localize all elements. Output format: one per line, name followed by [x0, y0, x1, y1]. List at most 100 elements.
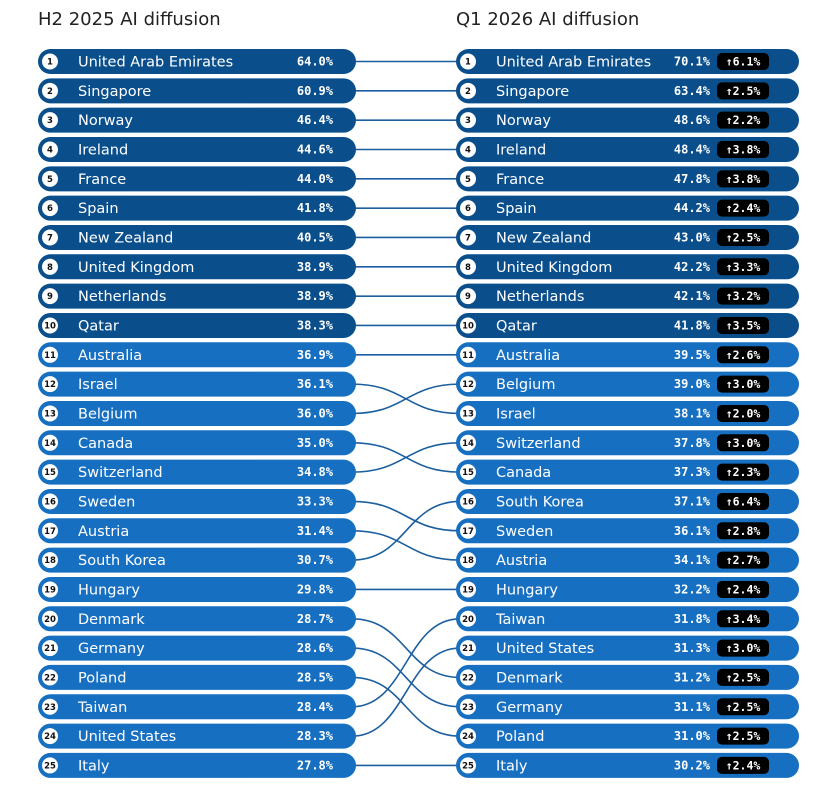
left-value-label: 36.1%: [297, 377, 334, 391]
right-value-label: 44.2%: [674, 201, 711, 215]
left-rank-circle: [42, 669, 58, 686]
right-country-label: Austria: [496, 553, 547, 569]
right-row: 4 Ireland 48.4% ↑3.8%: [456, 136, 799, 162]
left-country-label: Qatar: [78, 318, 119, 334]
right-country-label: United Arab Emirates: [496, 55, 651, 71]
right-row: 25 Italy 30.2% ↑2.4%: [456, 752, 799, 778]
right-change-badge: [717, 492, 769, 510]
left-row: 19 Hungary 29.8%: [38, 576, 356, 602]
left-rank-circle: [42, 610, 58, 627]
right-rank-circle: [460, 698, 476, 715]
left-row-bar: [38, 547, 356, 573]
right-rank-circle: [460, 464, 476, 481]
right-value-label: 39.5%: [674, 348, 711, 362]
left-country-label: Canada: [78, 436, 133, 452]
right-change-badge: [717, 140, 769, 158]
right-change-badge: [717, 170, 769, 188]
left-country-label: Spain: [78, 201, 119, 217]
left-value-label: 60.9%: [297, 84, 334, 98]
right-country-label: Spain: [496, 201, 537, 217]
right-rank-circle: [460, 141, 476, 158]
right-row: 22 Denmark 31.2% ↑2.5%: [456, 664, 799, 690]
right-rank-number: 22: [462, 673, 474, 683]
left-rank-number: 22: [44, 673, 56, 683]
left-row-bar: [38, 459, 356, 485]
right-change-label: ↑3.5%: [726, 318, 761, 332]
right-rank-circle: [460, 640, 476, 657]
right-row-bar: [456, 224, 799, 250]
right-value-label: 37.1%: [674, 494, 711, 508]
left-rank-circle: [42, 346, 58, 363]
right-change-badge: [717, 668, 769, 686]
right-rank-number: 17: [462, 527, 474, 537]
left-value-label: 44.6%: [297, 142, 334, 156]
right-row-bar: [456, 694, 799, 720]
left-value-label: 29.8%: [297, 582, 334, 596]
right-row: 21 United States 31.3% ↑3.0%: [456, 635, 799, 661]
right-row-bar: [456, 488, 799, 514]
left-rank-number: 4: [47, 145, 53, 155]
right-rank-number: 12: [462, 380, 474, 390]
right-row-bar: [456, 400, 799, 426]
right-rank-number: 5: [465, 175, 471, 185]
left-row: 17 Austria 31.4%: [38, 518, 356, 544]
right-row-bar: [456, 576, 799, 602]
right-rank-number: 7: [465, 233, 471, 243]
right-change-badge: [717, 434, 769, 452]
left-value-label: 34.8%: [297, 465, 334, 479]
left-country-label: Poland: [78, 670, 126, 686]
right-rank-number: 21: [462, 644, 474, 654]
left-rank-number: 6: [47, 204, 53, 214]
right-row-bar: [456, 312, 799, 338]
right-rank-number: 13: [462, 409, 474, 419]
right-rank-circle: [460, 112, 476, 129]
right-country-label: Ireland: [496, 142, 546, 158]
left-row: 25 Italy 27.8%: [38, 752, 356, 778]
left-row: 24 United States 28.3%: [38, 723, 356, 749]
right-rank-number: 23: [462, 703, 474, 713]
right-country-label: Canada: [496, 465, 551, 481]
right-rank-circle: [460, 317, 476, 334]
left-row: 14 Canada 35.0%: [38, 430, 356, 456]
left-row-bar: [38, 518, 356, 544]
right-rank-circle: [460, 610, 476, 627]
left-country-label: Singapore: [78, 84, 151, 100]
right-row: 11 Australia 39.5% ↑2.6%: [456, 342, 799, 368]
left-row: 18 South Korea 30.7%: [38, 547, 356, 573]
right-country-label: United Kingdom: [496, 260, 612, 276]
right-row-bar: [456, 752, 799, 778]
left-value-label: 36.9%: [297, 348, 334, 362]
right-row: 3 Norway 48.6% ↑2.2%: [456, 107, 799, 133]
left-rank-number: 12: [44, 380, 56, 390]
right-rank-circle: [460, 493, 476, 510]
right-row-bar: [456, 606, 799, 632]
right-country-label: Denmark: [496, 670, 563, 686]
left-row-bar: [38, 635, 356, 661]
left-rank-circle: [42, 405, 58, 422]
right-rank-number: 11: [462, 351, 474, 361]
right-change-badge: [717, 580, 769, 598]
right-rank-number: 16: [462, 497, 474, 507]
left-rank-number: 15: [44, 468, 56, 478]
right-row: 8 United Kingdom 42.2% ↑3.3%: [456, 254, 799, 280]
left-rank-number: 20: [44, 615, 56, 625]
right-rank-circle: [460, 288, 476, 305]
right-change-label: ↑2.7%: [726, 553, 761, 567]
right-value-label: 37.3%: [674, 465, 711, 479]
left-row-bar: [38, 283, 356, 309]
left-rank-number: 11: [44, 351, 56, 361]
right-country-label: France: [496, 172, 544, 188]
right-country-label: South Korea: [496, 494, 584, 510]
left-country-label: Switzerland: [78, 465, 163, 481]
right-rank-circle: [460, 757, 476, 774]
left-country-label: Italy: [78, 758, 110, 774]
right-row-bar: [456, 459, 799, 485]
left-rank-circle: [42, 522, 58, 539]
right-rank-circle: [460, 728, 476, 745]
right-rank-circle: [460, 170, 476, 187]
right-change-badge: [717, 53, 769, 70]
right-change-label: ↑3.0%: [726, 436, 761, 450]
right-rank-number: 3: [465, 116, 471, 126]
left-row-bar: [38, 136, 356, 162]
left-value-label: 40.5%: [297, 230, 334, 244]
